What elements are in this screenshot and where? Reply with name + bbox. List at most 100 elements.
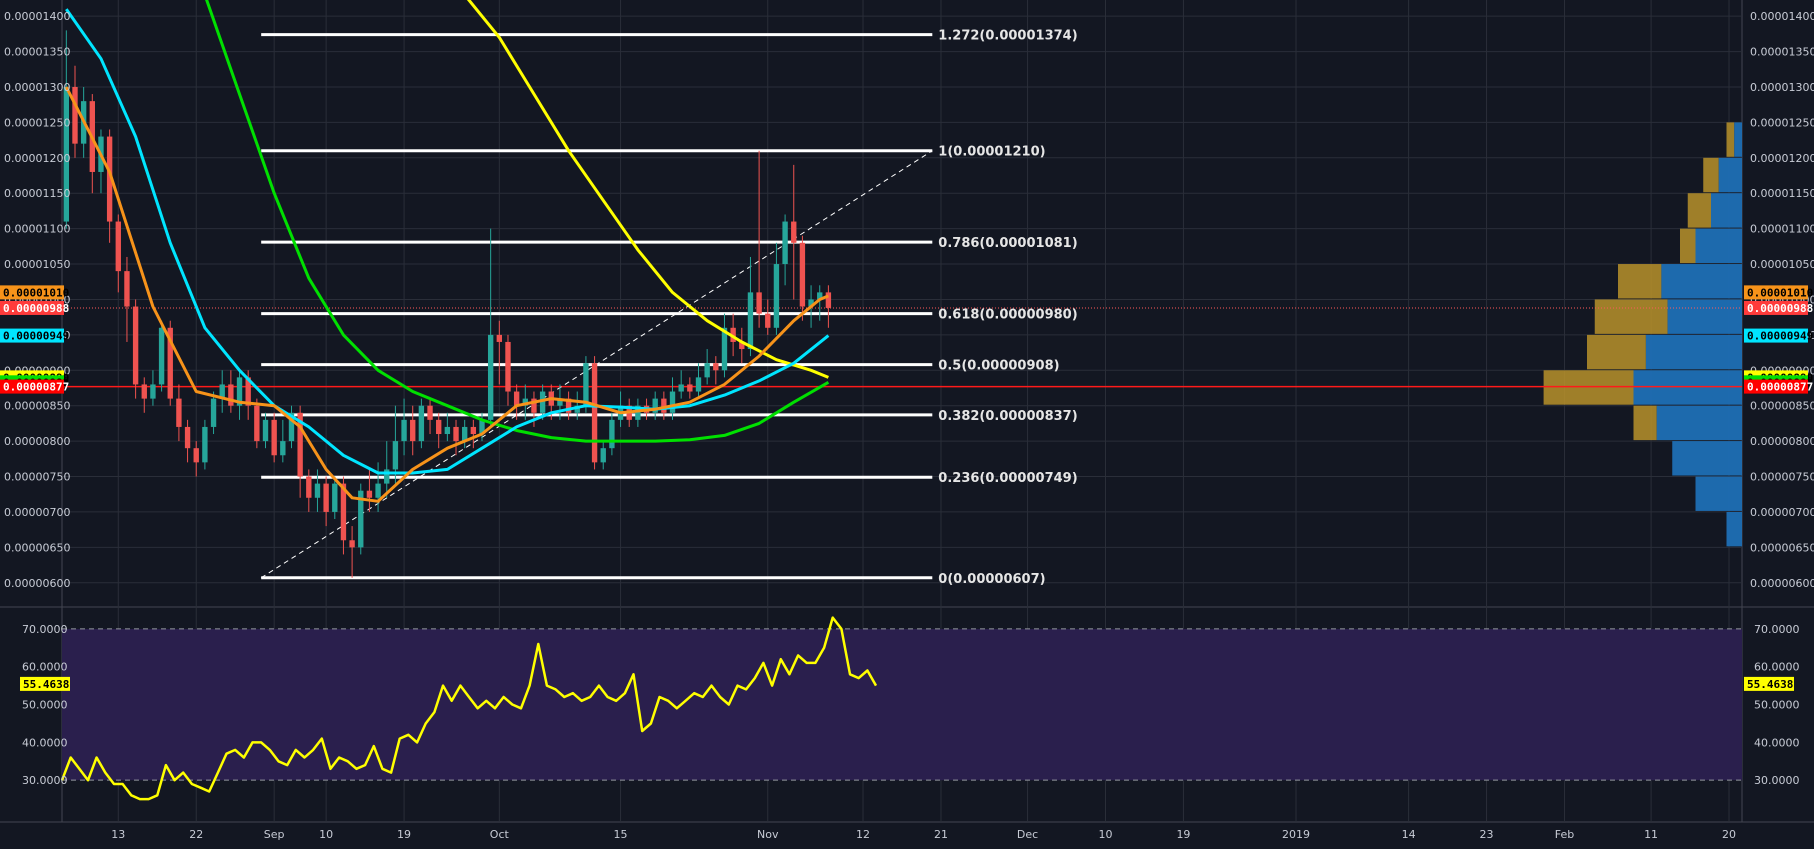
candle-body [513,391,520,406]
candle-body [427,405,433,420]
candle-body [314,483,321,498]
candle-body [782,221,788,265]
volume-profile-bar-up [1656,405,1742,441]
candle-body [609,419,615,449]
candle-body [254,405,260,442]
volume-profile-bar-up [1718,157,1742,193]
volume-profile-bar-down [1680,228,1696,264]
time-tick-label: Dec [1017,828,1038,841]
candle-body [591,363,598,463]
moving-averages [64,0,830,503]
volume-profile-bar-up [1695,476,1742,511]
price-tick-left: 0.00000750 [4,471,70,484]
rsi-tick-left: 60.0000 [22,661,68,674]
price-tick-left: 0.00000700 [4,506,70,519]
rsi-tick-right: 40.0000 [1754,736,1800,749]
candle-body [271,419,277,456]
price-badges: 0.00001010 0.00001010 0.00000988 0.00000988… [0,285,1813,691]
rsi-badge-text-left: 55.4638 [23,678,69,691]
volume-profile-bar-down [1587,334,1646,370]
candle-body [470,426,477,435]
price-tick-right: 0.00001250 [1750,116,1814,129]
rsi-band-fill [62,628,1742,781]
candle-body [297,412,303,477]
candle-body [167,327,173,399]
price-badge-right [1744,285,1808,300]
rsi-badge-text-right: 55.4638 [1747,678,1793,691]
time-tick-label: Sep [264,828,285,841]
volume-profile-bar-up [1667,299,1742,334]
candle-body [730,327,736,342]
fib-level-label: 0.618(0.00000980) [938,308,1077,323]
candle-body [522,398,528,406]
candle-body [461,426,468,442]
candle-body [106,136,113,222]
time-tick-label: 10 [1099,828,1113,841]
time-tick-label: Nov [757,828,779,841]
candle-body [721,327,728,371]
candle-body [410,419,416,442]
candle-body [661,398,667,413]
candle-body [219,384,225,399]
volume-profile-bar-up [1695,228,1742,264]
price-tick-right: 0.00000750 [1750,471,1814,484]
fib-level-label: 0.382(0.00000837) [938,409,1077,424]
time-tick-label: 15 [614,828,628,841]
time-tick-label: Feb [1555,828,1574,841]
price-tick-left: 0.00000600 [4,577,70,590]
candle-body [349,540,355,548]
axes: 0.00000600 0.00000600 0.00000650 0.00000650… [4,10,1814,841]
price-tick-right: 0.00001350 [1750,46,1814,59]
candle-body [444,426,451,435]
price-badge-left [0,285,64,300]
time-tick-label: 20 [1722,828,1736,841]
candle-body [678,384,684,392]
price-badge-text-right: 0.00001010 [1747,286,1813,299]
price-badge-text-right: 0.00000877 [1747,381,1813,394]
price-badge-left [0,328,64,343]
rsi-line [60,616,878,801]
candle-body [124,271,130,307]
candle-body [228,384,234,406]
price-tick-right: 0.00000600 [1750,577,1814,590]
price-badge-right [1744,300,1808,315]
ma-cyan-line [65,8,830,475]
price-tick-right: 0.00001400 [1750,10,1814,23]
volume-profile-bar-up [1672,441,1742,476]
volume-profile-bar-up [1633,370,1742,405]
fib-level-label: 0.236(0.00000749) [938,471,1077,486]
fib-level-label: 1.272(0.00001374) [938,29,1077,44]
rsi-tick-right: 60.0000 [1754,661,1800,674]
candle-body [479,419,485,435]
volume-profile-bar-up [1726,511,1742,547]
candle-body [176,398,182,427]
candle-body [695,377,702,392]
price-tick-right: 0.00000650 [1750,541,1814,554]
rsi-tick-left: 70.0000 [22,623,68,636]
time-tick-label: 13 [111,828,125,841]
candle-body [115,221,121,272]
candle-body [418,405,425,442]
price-tick-left: 0.00001300 [4,81,70,94]
price-badge-text-left: 0.00000949 [3,330,69,343]
candle-body [332,483,338,512]
rsi-band [62,628,1742,781]
volume-profile-bar-down [1726,122,1735,157]
price-badge-right [1744,379,1808,394]
price-tick-right: 0.00001300 [1750,81,1814,94]
time-tick-label: 22 [189,828,203,841]
time-tick-label: 19 [397,828,411,841]
price-tick-left: 0.00001050 [4,258,70,271]
volume-profile [1543,122,1742,547]
candle-body [280,441,286,456]
volume-profile-bar-down [1594,299,1668,334]
price-badge-left [0,379,64,394]
time-tick-label: 2019 [1282,828,1310,841]
candle-body [158,327,165,385]
candle-body [193,448,199,463]
fibonacci-retracement[interactable]: 1.272(0.00001374) 1(0.00001210) 0.786(0.00… [0,29,1742,587]
candle-body [496,334,503,342]
candle-body [583,363,589,406]
candle-body [765,313,771,328]
